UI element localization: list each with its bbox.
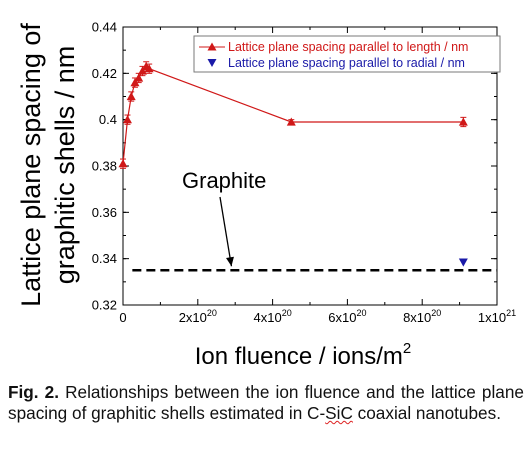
x-tick-label: 6x1020 — [328, 308, 366, 325]
x-tick-mantissa: 6x10 — [328, 310, 356, 325]
x-axis-label: Ion fluence / ions/m2 — [195, 340, 411, 370]
series-1-point — [126, 92, 136, 101]
legend-label-1: Lattice plane spacing parallel to length… — [228, 40, 468, 54]
chart: 0.320.340.360.380.40.420.440 2x1020 4x1020… — [16, 20, 516, 371]
y-axis-label-line1: Lattice plane spacing of — [16, 23, 46, 307]
x-tick-mantissa: 2x10 — [179, 310, 207, 325]
series-1-point — [137, 66, 147, 75]
x-tick-mantissa: 8x10 — [403, 310, 431, 325]
series-1-point — [286, 117, 296, 126]
y-tick-label: 0.42 — [92, 66, 117, 81]
y-tick-label: 0.36 — [92, 205, 117, 220]
x-tick-label: 8x1020 — [403, 308, 441, 325]
legend: Lattice plane spacing parallel to length… — [193, 35, 501, 73]
series-1-point — [118, 159, 128, 168]
y-tick-label: 0.32 — [92, 298, 117, 313]
x-axis-label-sup: 2 — [403, 340, 411, 357]
x-tick-mantissa: 0 — [119, 310, 126, 325]
caption-label: Fig. 2. — [8, 382, 59, 402]
x-tick-exponent: 20 — [207, 308, 217, 318]
caption-wavy-word: SiC — [325, 403, 353, 423]
y-tick-label: 0.44 — [92, 20, 117, 35]
x-tick-label: 0 — [119, 310, 126, 325]
x-tick-mantissa: 4x10 — [253, 310, 281, 325]
series-1-point — [122, 115, 132, 124]
x-tick-mantissa: 1x10 — [478, 310, 506, 325]
x-tick-label: 1x1021 — [478, 308, 516, 325]
series-1-point — [144, 64, 154, 73]
annotation-arrow-head — [226, 256, 234, 267]
figure-caption: Fig. 2. Relationships between the ion fl… — [8, 382, 524, 424]
series-1-point — [134, 73, 144, 82]
legend-box — [193, 35, 501, 73]
x-tick-label: 2x1020 — [179, 308, 217, 325]
y-tick-label: 0.34 — [92, 251, 117, 266]
annotation-text: Graphite — [182, 168, 266, 193]
x-tick-exponent: 20 — [282, 308, 292, 318]
series-1-point — [458, 117, 468, 126]
series-1-line — [122, 65, 464, 164]
x-tick-exponent: 20 — [431, 308, 441, 318]
plot-group: 0.320.340.360.380.40.420.440 2x1020 4x1020… — [92, 20, 516, 326]
series-2-point — [458, 258, 468, 267]
caption-text-before: Relationships between the ion fluence an… — [8, 382, 524, 423]
y-axis-label-line2: graphitic shells / nm — [50, 46, 80, 285]
series-1-point — [130, 78, 140, 87]
legend-marker-1 — [207, 42, 217, 51]
legend-marker-2 — [207, 59, 217, 67]
legend-label-2: Lattice plane spacing parallel to radial… — [228, 56, 465, 70]
annotation-arrow-line — [219, 196, 233, 267]
x-tick-label: 4x1020 — [253, 308, 291, 325]
caption-text-after: coaxial nanotubes. — [352, 403, 501, 423]
x-tick-exponent: 20 — [356, 308, 366, 318]
x-axis-label-text: Ion fluence / ions/m — [195, 343, 403, 370]
y-tick-label: 0.4 — [99, 112, 117, 127]
y-tick-label: 0.38 — [92, 159, 117, 174]
x-tick-exponent: 21 — [506, 308, 516, 318]
